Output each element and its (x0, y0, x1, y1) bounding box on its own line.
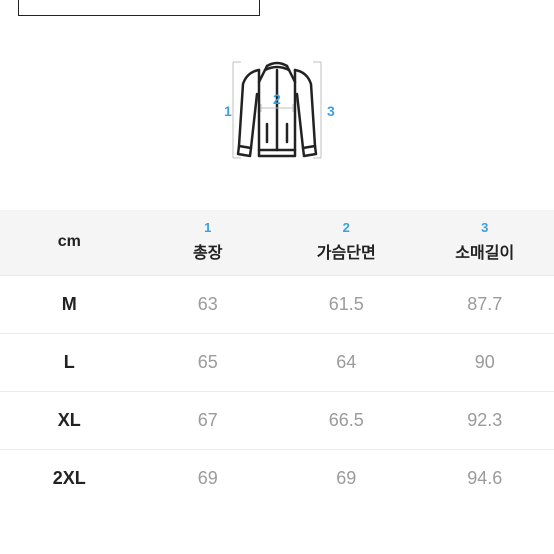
table-header-row: cm 1 총장 2 가슴단면 3 소매길이 (0, 210, 554, 276)
size-cell: 2XL (0, 450, 139, 508)
table-row: XL 67 66.5 92.3 (0, 392, 554, 450)
size-cell: M (0, 276, 139, 334)
size-cell: L (0, 334, 139, 392)
value-cell: 65 (139, 334, 278, 392)
table-row: 2XL 69 69 94.6 (0, 450, 554, 508)
value-cell: 69 (139, 450, 278, 508)
value-cell: 87.7 (416, 276, 554, 334)
jacket-diagram: 1 2 3 (0, 54, 554, 174)
value-cell: 63 (139, 276, 278, 334)
value-cell: 69 (277, 450, 416, 508)
table-row: M 63 61.5 87.7 (0, 276, 554, 334)
partial-box-edge (0, 0, 554, 18)
value-cell: 66.5 (277, 392, 416, 450)
value-cell: 92.3 (416, 392, 554, 450)
value-cell: 67 (139, 392, 278, 450)
diagram-label-1: 1 (224, 103, 232, 119)
table-row: L 65 64 90 (0, 334, 554, 392)
value-cell: 90 (416, 334, 554, 392)
col-header-3: 3 소매길이 (416, 210, 554, 276)
diagram-label-3: 3 (327, 103, 335, 119)
value-cell: 94.6 (416, 450, 554, 508)
diagram-label-2: 2 (273, 91, 281, 107)
value-cell: 64 (277, 334, 416, 392)
size-cell: XL (0, 392, 139, 450)
unit-header: cm (0, 210, 139, 276)
size-table: cm 1 총장 2 가슴단면 3 소매길이 M 63 61 (0, 210, 554, 507)
col-header-1: 1 총장 (139, 210, 278, 276)
value-cell: 61.5 (277, 276, 416, 334)
col-header-2: 2 가슴단면 (277, 210, 416, 276)
